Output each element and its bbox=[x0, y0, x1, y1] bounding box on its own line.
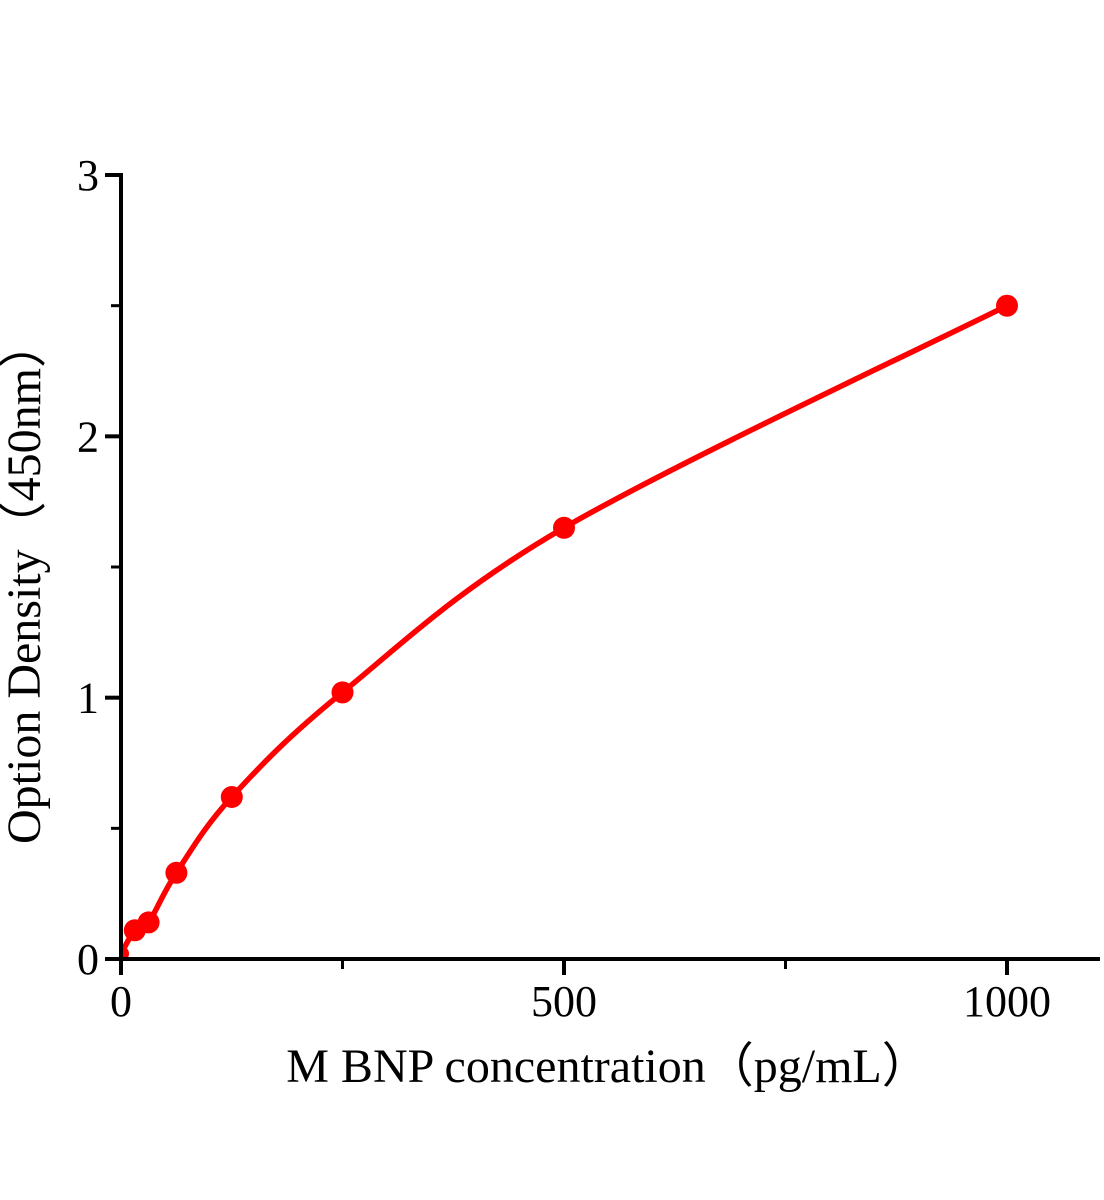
x-axis-title: M BNP concentration（pg/mL） bbox=[286, 1040, 929, 1093]
data-point-marker bbox=[220, 786, 243, 808]
axis-layer bbox=[105, 173, 1100, 975]
data-point-marker bbox=[553, 516, 575, 539]
data-point-marker bbox=[137, 911, 160, 934]
y-tick-label-0: 0 bbox=[77, 935, 99, 984]
x-tick-label-0: 0 bbox=[110, 977, 132, 1026]
standard-curve-line bbox=[121, 302, 1010, 957]
tick-label-layer: 0 500 1000 0 1 2 3 bbox=[77, 151, 1051, 1026]
curve-layer bbox=[121, 294, 1018, 961]
x-tick-label-500: 500 bbox=[531, 977, 597, 1026]
y-tick-label-3: 3 bbox=[77, 151, 99, 200]
y-tick-label-2: 2 bbox=[77, 412, 99, 461]
y-tick-label-1: 1 bbox=[77, 674, 99, 723]
data-point-marker bbox=[996, 294, 1018, 317]
data-point-marker bbox=[331, 681, 354, 704]
y-axis-title: Option Density（450nm） bbox=[0, 320, 51, 844]
data-point-marker bbox=[165, 861, 188, 884]
x-tick-label-1000: 1000 bbox=[963, 977, 1051, 1026]
